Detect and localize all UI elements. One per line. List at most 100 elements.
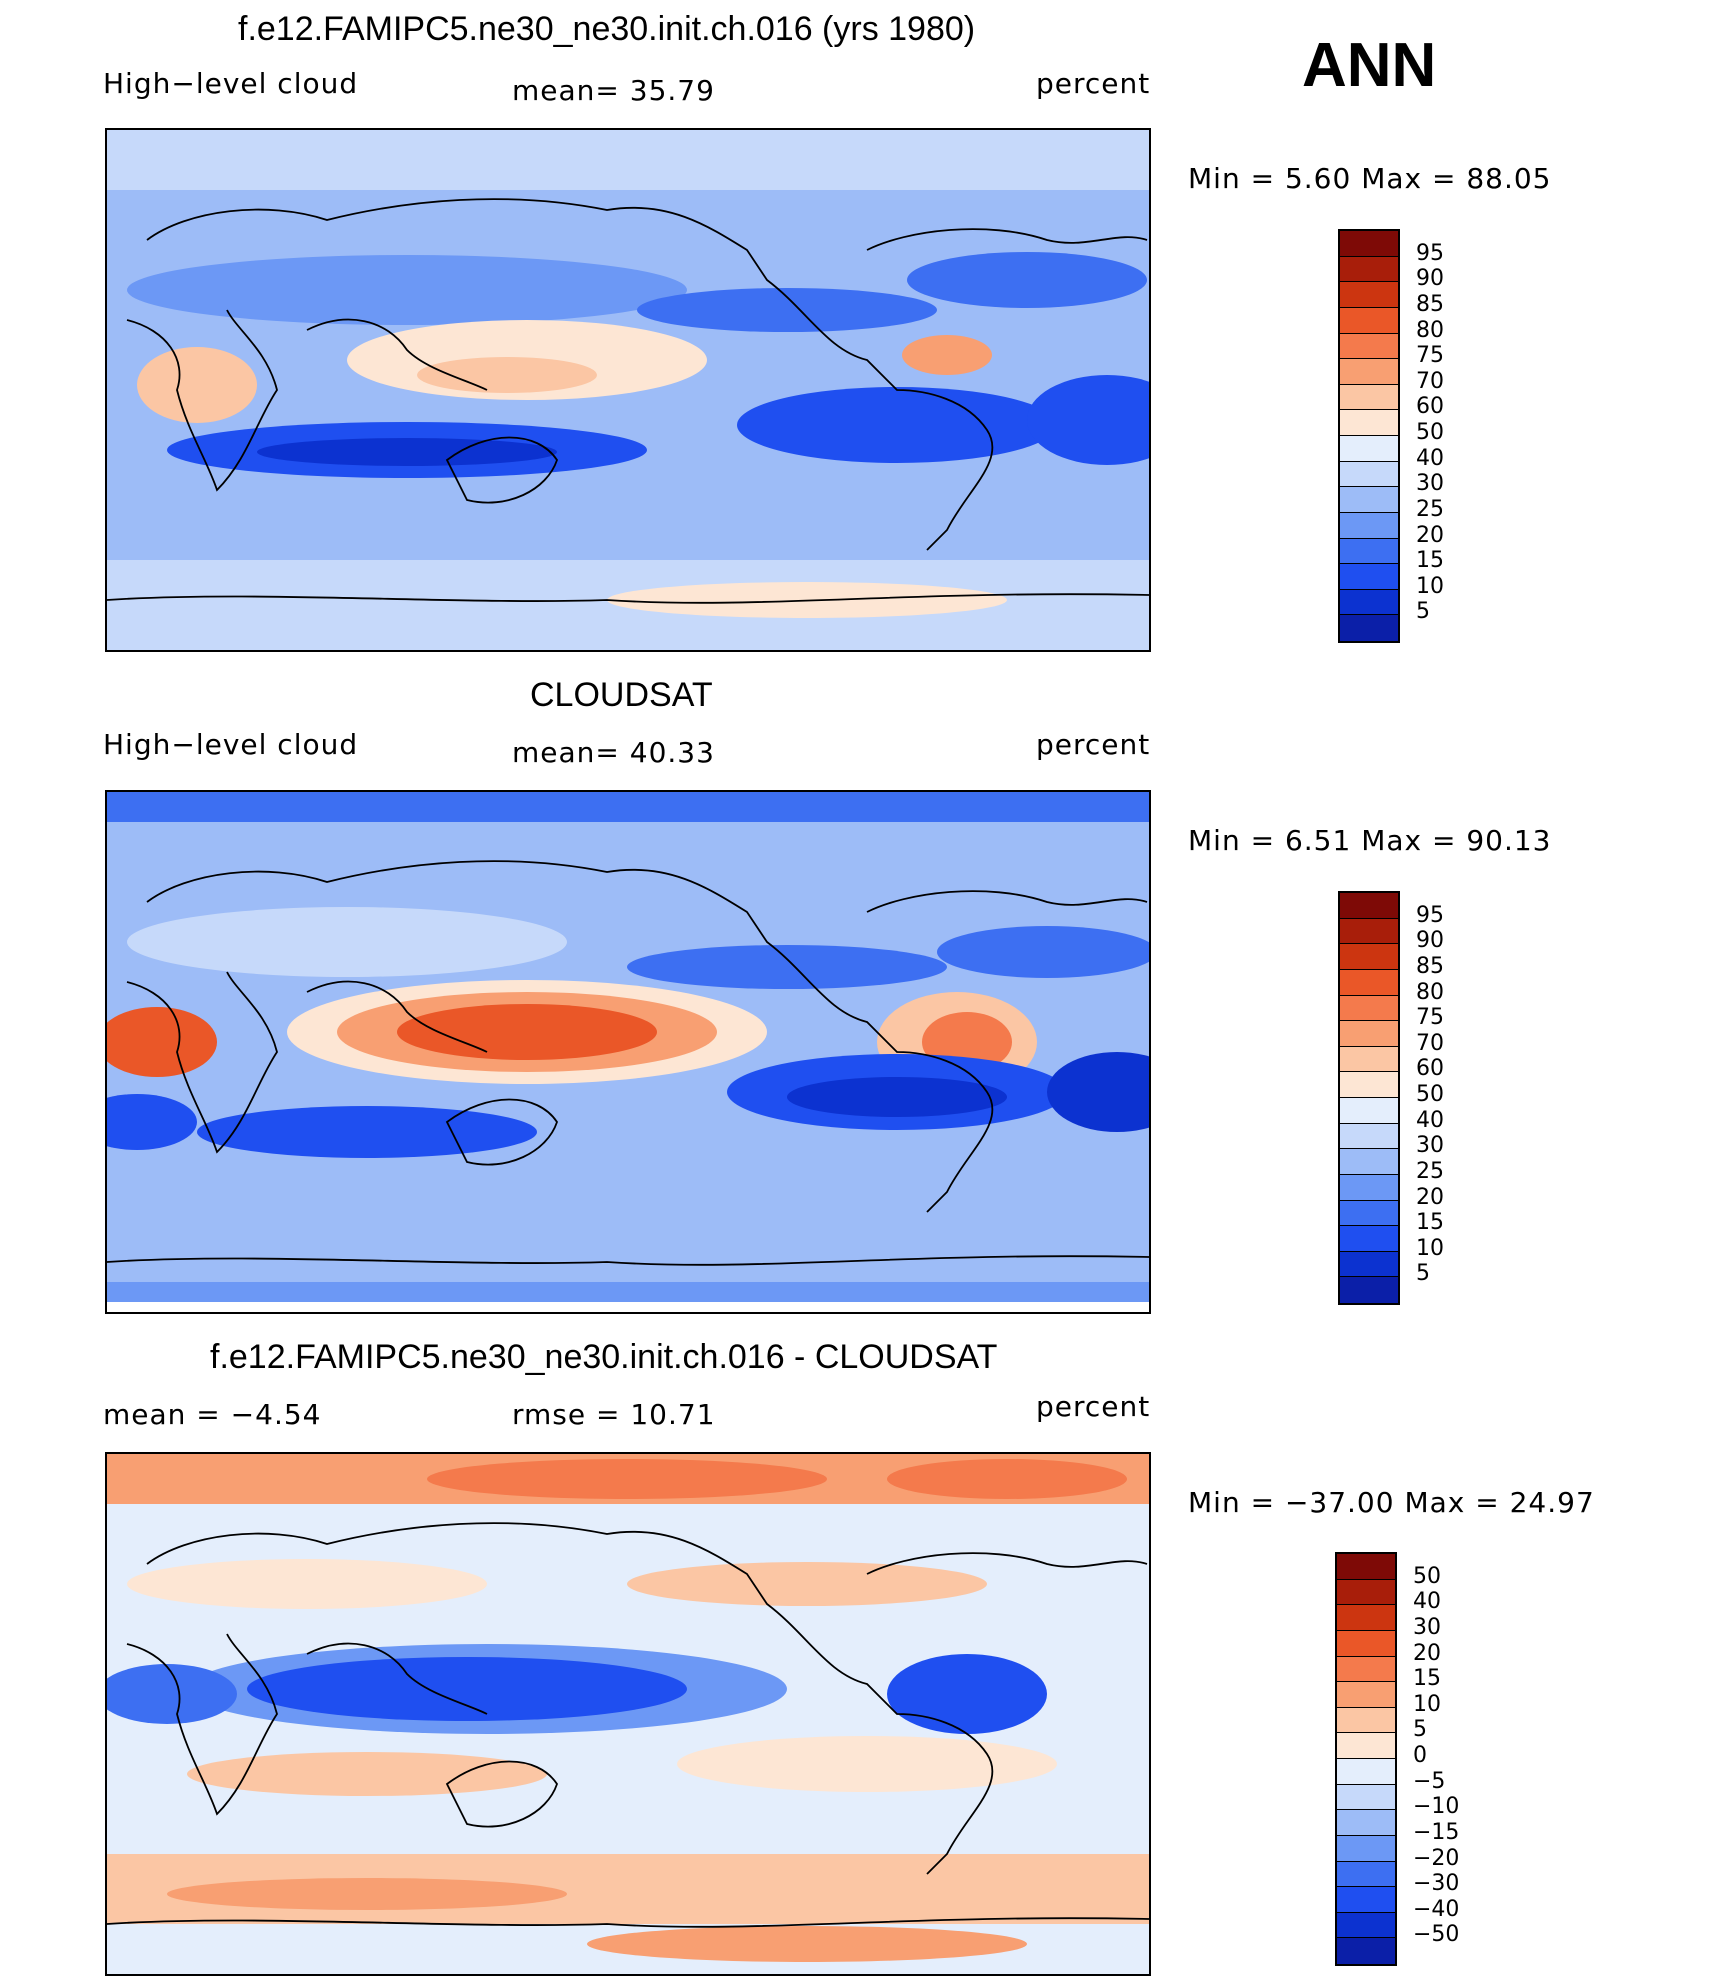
panel2-title: CLOUDSAT <box>530 676 713 714</box>
panel2-units: percent <box>1036 728 1151 761</box>
panel2-map <box>105 790 1151 1314</box>
missing-data-band <box>107 1302 1149 1312</box>
colorbar-tick-label: 90 <box>1416 266 1444 292</box>
africa-negative <box>107 1664 237 1724</box>
colorbar-tick-label: 30 <box>1416 471 1444 497</box>
colorbar-box <box>1340 969 1398 996</box>
colorbar-tick-label: −40 <box>1413 1896 1460 1922</box>
colorbar-tick-label: −15 <box>1413 1819 1460 1845</box>
colorbar-box <box>1337 1810 1395 1836</box>
colorbar-tick-label: 15 <box>1416 1210 1444 1236</box>
colorbar-box <box>1337 1682 1395 1708</box>
tropical-negative-core <box>247 1657 687 1721</box>
colorbar-box <box>1340 461 1398 488</box>
nh-band-west <box>127 907 567 977</box>
colorbar-box <box>1340 538 1398 565</box>
colorbar-tick-label: −30 <box>1413 1871 1460 1897</box>
colorbar-box <box>1340 231 1398 257</box>
panel2-left-label: High−level cloud <box>103 728 359 761</box>
nh-pacific-positive <box>627 1562 987 1606</box>
colorbar-tick-label: 40 <box>1416 445 1444 471</box>
colorbar-tick-label: −20 <box>1413 1845 1460 1871</box>
colorbar-tick-label: 95 <box>1416 902 1444 928</box>
season-label: ANN <box>1302 31 1437 100</box>
colorbar-box <box>1340 1021 1398 1047</box>
east-pacific-positive <box>677 1736 1057 1792</box>
panel1-colorbar <box>1338 229 1400 643</box>
colorbar-box <box>1340 1277 1398 1303</box>
coast-south-asia <box>306 1642 488 1715</box>
colorbar-box <box>1340 1046 1398 1073</box>
coast-north-america <box>866 228 1148 251</box>
colorbar-tick-label: 95 <box>1416 240 1444 266</box>
colorbar-tick-label: −5 <box>1413 1768 1446 1794</box>
colorbar-box <box>1340 1149 1398 1175</box>
coast-antarctica <box>107 1255 1149 1266</box>
central-america-high <box>902 335 992 375</box>
colorbar-box <box>1337 1554 1395 1580</box>
colorbar-box <box>1337 1759 1395 1785</box>
coastlines <box>107 860 1149 1266</box>
south-atlantic-low <box>1027 375 1149 465</box>
colorbar-tick-label: 25 <box>1416 1158 1444 1184</box>
coast-australia <box>445 436 558 504</box>
colorbar-box <box>1337 1579 1395 1606</box>
east-pacific-low <box>737 387 1057 463</box>
warm-pool-core <box>417 357 597 393</box>
south-indian-low <box>197 1106 537 1158</box>
panel1-mean: mean= 35.79 <box>512 74 715 107</box>
colorbar-tick-label: 10 <box>1416 1235 1444 1261</box>
colorbar-box <box>1337 1630 1395 1657</box>
colorbar-tick-label: 5 <box>1416 1261 1430 1287</box>
colorbar-box <box>1340 1174 1398 1201</box>
amazon-negative <box>887 1654 1047 1734</box>
nh-atlantic-low <box>907 252 1147 308</box>
panel1-map <box>105 128 1151 652</box>
panel2-minmax: Min = 6.51 Max = 90.13 <box>1188 824 1552 857</box>
panel3-map-svg <box>107 1454 1149 1974</box>
colorbar-box <box>1340 615 1398 641</box>
colorbar-box <box>1340 487 1398 513</box>
colorbar-box <box>1340 359 1398 385</box>
colorbar-box <box>1340 384 1398 411</box>
colorbar-tick-label: 70 <box>1416 368 1444 394</box>
panel1-minmax: Min = 5.60 Max = 88.05 <box>1188 162 1552 195</box>
colorbar-tick-label: 80 <box>1416 317 1444 343</box>
panel3-mean: mean = −4.54 <box>103 1398 322 1431</box>
colorbar-tick-label: 30 <box>1416 1133 1444 1159</box>
nh-pacific-low <box>627 945 947 989</box>
colorbar-box <box>1337 1605 1395 1631</box>
colorbar-tick-label: 5 <box>1413 1717 1427 1743</box>
coast-americas-asia <box>146 1522 994 1875</box>
colorbar-box <box>1340 436 1398 462</box>
colorbar-box <box>1337 1784 1395 1811</box>
coast-africa <box>126 1633 278 1816</box>
colorbar-tick-label: 30 <box>1413 1614 1441 1640</box>
coast-south-asia <box>306 980 488 1053</box>
panel3-minmax: Min = −37.00 Max = 24.97 <box>1188 1486 1595 1519</box>
colorbar-box <box>1340 564 1398 590</box>
nh-storm-band-west <box>127 255 687 325</box>
colorbar-box <box>1340 589 1398 616</box>
colorbar-tick-label: 80 <box>1416 979 1444 1005</box>
coast-south-asia <box>306 318 488 391</box>
colorbar-tick-label: 85 <box>1416 291 1444 317</box>
panel2-map-svg <box>107 792 1149 1312</box>
colorbar-box <box>1340 918 1398 945</box>
south-indian-positive <box>187 1752 547 1796</box>
colorbar-box <box>1337 1656 1395 1683</box>
colorbar-tick-label: −10 <box>1413 1794 1460 1820</box>
coast-north-america <box>866 1552 1148 1575</box>
colorbar-tick-label: 10 <box>1413 1691 1441 1717</box>
coast-africa <box>126 309 278 492</box>
arctic-core <box>427 1459 827 1499</box>
nh-warm-band <box>127 1559 487 1609</box>
panel2-colorbar <box>1338 891 1400 1305</box>
colorbar-box <box>1337 1938 1395 1964</box>
subarctic-band <box>107 822 1149 872</box>
antarctic-band <box>107 1282 1149 1302</box>
colorbar-box <box>1340 512 1398 539</box>
colorbar-tick-label: 60 <box>1416 1056 1444 1082</box>
arctic-core-east <box>887 1459 1127 1499</box>
colorbar-tick-label: 75 <box>1416 343 1444 369</box>
